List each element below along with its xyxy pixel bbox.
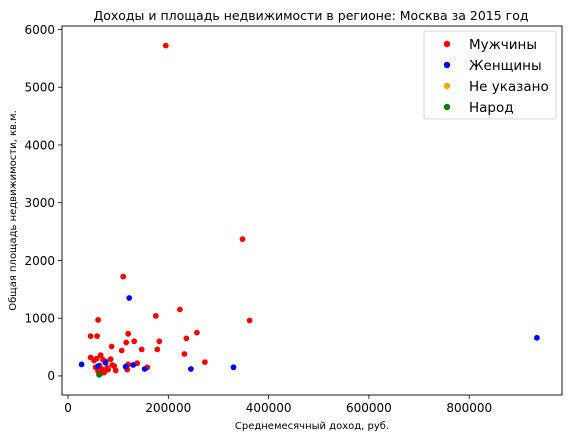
data-point (131, 338, 137, 344)
x-tick-label: 0 (64, 401, 72, 415)
x-tick-label: 800000 (446, 401, 492, 415)
data-point (119, 348, 125, 354)
legend-marker (444, 41, 450, 47)
data-point (247, 318, 253, 324)
data-point (113, 368, 119, 374)
data-point (194, 330, 200, 336)
data-point (95, 363, 101, 369)
data-point (177, 307, 183, 313)
legend-label: Народ (469, 100, 514, 116)
y-tick-label: 4000 (24, 138, 55, 152)
data-point (154, 347, 160, 353)
y-axis-label: Общая площадь недвижимости, кв.м. (8, 110, 19, 311)
data-point (123, 364, 129, 370)
data-point (153, 313, 159, 319)
data-point (182, 351, 188, 357)
data-point (142, 366, 148, 372)
x-tick-label: 600000 (346, 401, 392, 415)
legend-label: Не указано (469, 79, 549, 95)
data-point (231, 364, 237, 370)
data-point (120, 274, 126, 280)
chart-title: Доходы и площадь недвижимости в регионе:… (93, 8, 528, 23)
y-tick-label: 5000 (24, 81, 55, 95)
y-tick-label: 2000 (24, 254, 55, 268)
data-point (534, 335, 540, 341)
data-point (126, 295, 132, 301)
y-axis: 0 1000 2000 3000 4000 5000 6000 (24, 23, 62, 383)
legend: Мужчины Женщины Не указано Народ (424, 31, 556, 119)
data-point (188, 366, 194, 372)
y-tick-label: 1000 (24, 311, 55, 325)
data-point (103, 360, 109, 366)
legend-marker (444, 104, 450, 110)
data-point (240, 236, 246, 242)
data-point (79, 362, 85, 368)
data-point (202, 359, 208, 365)
data-point (156, 338, 162, 344)
x-axis-label: Среднемесячный доход, руб. (235, 421, 389, 432)
legend-label: Женщины (469, 58, 542, 74)
legend-marker (444, 62, 450, 68)
legend-label: Мужчины (469, 37, 537, 53)
data-point (184, 336, 190, 342)
data-point (130, 362, 136, 368)
data-point (96, 372, 102, 378)
data-point (95, 317, 101, 323)
x-axis: 0 200000 400000 600000 800000 (64, 395, 492, 415)
data-point (108, 356, 114, 362)
data-point (163, 43, 169, 49)
x-tick-label: 200000 (145, 401, 191, 415)
data-point (123, 340, 129, 346)
data-point (125, 331, 131, 337)
x-tick-label: 400000 (246, 401, 292, 415)
y-tick-label: 0 (47, 369, 55, 383)
data-point (109, 344, 115, 350)
data-point (91, 358, 97, 364)
data-point (139, 347, 145, 353)
data-point (94, 333, 100, 339)
data-point (88, 333, 94, 339)
y-tick-label: 6000 (24, 23, 55, 37)
legend-marker (444, 83, 450, 89)
y-tick-label: 3000 (24, 196, 55, 210)
